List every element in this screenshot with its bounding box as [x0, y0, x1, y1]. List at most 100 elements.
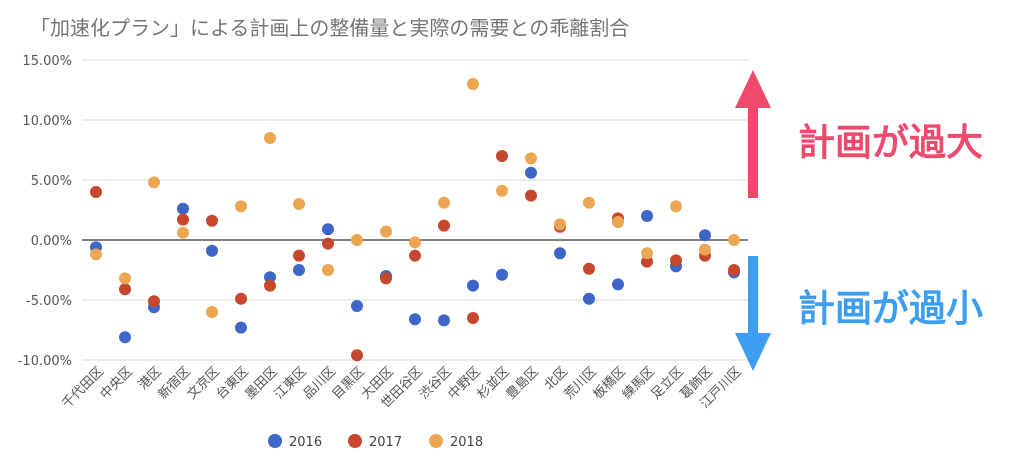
point-2018-世田谷区	[409, 236, 421, 249]
point-2016-新宿区	[177, 202, 189, 215]
point-2018-品川区	[322, 264, 334, 276]
point-2018-板橋区	[612, 216, 624, 228]
point-2016-渋谷区	[438, 314, 450, 327]
x-category-label: 中央区	[98, 364, 136, 402]
point-2016-墨田区	[264, 271, 276, 284]
point-2018-練馬区	[641, 247, 653, 260]
point-2018-台東区	[235, 200, 247, 213]
y-tick-label: -10.00%	[18, 354, 72, 369]
annotation-under: 計画が過小	[798, 287, 983, 330]
point-2017-世田谷区	[409, 249, 421, 262]
legend-label-2016: 2016	[289, 435, 322, 450]
point-2017-墨田区	[264, 279, 276, 292]
x-category-label: 千代田区	[59, 364, 106, 411]
point-2018-葛飾区	[699, 243, 711, 256]
arrow-up-head	[735, 70, 771, 108]
point-2016-練馬区	[641, 210, 653, 222]
y-tick-label: 10.00%	[22, 114, 72, 129]
point-2017-渋谷区	[438, 219, 450, 232]
point-2016-中央区	[119, 331, 131, 344]
legend-label-2018: 2018	[450, 435, 483, 450]
point-2018-千代田区	[90, 248, 102, 261]
arrow-down-shaft	[748, 256, 758, 336]
point-2017-豊島区	[525, 189, 537, 202]
point-2017-荒川区	[583, 262, 595, 275]
annotation-arrows	[735, 70, 771, 371]
point-2017-江東区	[293, 249, 305, 262]
point-2017-港区	[148, 295, 160, 308]
x-category-label: 渋谷区	[417, 364, 455, 402]
point-2018-目黒区	[351, 234, 363, 246]
point-2017-大田区	[380, 272, 392, 285]
point-2017-足立区	[670, 254, 682, 267]
point-2018-墨田区	[264, 132, 276, 144]
point-2017-文京区	[206, 214, 218, 227]
point-2016-品川区	[322, 223, 334, 236]
x-category-label: 品川区	[301, 364, 339, 402]
point-2016-目黒区	[351, 300, 363, 312]
x-category-label: 中野区	[446, 364, 484, 402]
point-2018-中央区	[119, 272, 131, 285]
y-tick-label: 5.00%	[31, 174, 72, 189]
x-category-label: 荒川区	[562, 364, 600, 402]
point-2017-品川区	[322, 237, 334, 250]
point-2018-中野区	[467, 78, 479, 90]
legend-marker-2018	[429, 434, 443, 448]
point-2017-江戸川区	[728, 264, 740, 276]
point-2016-文京区	[206, 244, 218, 257]
chart-title: 「加速化プラン」による計画上の整備量と実際の需要との乖離割合	[30, 16, 630, 40]
point-2017-新宿区	[177, 213, 189, 226]
point-2018-杉並区	[496, 184, 508, 197]
y-axis-ticks: 15.00% 10.00% 5.00% 0.00% -5.00% -10.00%	[18, 54, 72, 369]
x-category-label: 豊島区	[504, 364, 542, 402]
y-tick-label: 15.00%	[22, 54, 72, 69]
point-2017-練馬区	[641, 255, 653, 268]
arrow-up-shaft	[748, 106, 758, 198]
point-2017-中央区	[119, 283, 131, 296]
point-2016-北区	[554, 247, 566, 260]
y-tick-label: 0.00%	[31, 234, 72, 249]
point-2017-目黒区	[351, 349, 363, 362]
point-2016-豊島区	[525, 166, 537, 179]
data-points	[90, 78, 740, 362]
point-2016-江東区	[293, 264, 305, 276]
x-category-label: 杉並区	[475, 364, 513, 402]
legend-marker-2016	[268, 434, 282, 448]
point-2018-大田区	[380, 225, 392, 238]
point-2018-江戸川区	[728, 234, 740, 246]
point-2017-千代田区	[90, 186, 102, 198]
point-2017-中野区	[467, 312, 479, 324]
point-2018-文京区	[206, 306, 218, 318]
x-category-label: 目黒区	[330, 364, 368, 402]
point-2018-足立区	[670, 200, 682, 213]
x-category-label: 板橋区	[591, 364, 629, 402]
point-2018-北区	[554, 218, 566, 231]
point-2016-台東区	[235, 321, 247, 334]
point-2016-中野区	[467, 279, 479, 292]
point-2018-港区	[148, 176, 160, 189]
point-2016-杉並区	[496, 268, 508, 281]
arrow-down-head	[735, 333, 771, 371]
point-2016-板橋区	[612, 278, 624, 291]
point-2017-杉並区	[496, 150, 508, 162]
point-2018-新宿区	[177, 226, 189, 239]
x-category-label: 足立区	[649, 364, 687, 402]
point-2018-荒川区	[583, 196, 595, 209]
x-category-label: 文京区	[185, 364, 223, 402]
x-category-label: 台東区	[213, 364, 252, 403]
x-category-label: 練馬区	[620, 364, 658, 402]
legend: 2016 2017 2018	[268, 434, 483, 450]
point-2016-荒川区	[583, 292, 595, 305]
point-2017-台東区	[235, 292, 247, 305]
point-2018-江東区	[293, 198, 305, 210]
x-category-label: 江東区	[271, 364, 310, 403]
legend-label-2017: 2017	[369, 435, 402, 450]
point-2016-世田谷区	[409, 313, 421, 326]
point-2018-豊島区	[525, 152, 537, 165]
y-tick-label: -5.00%	[26, 294, 72, 309]
point-2018-渋谷区	[438, 196, 450, 209]
annotation-over: 計画が過大	[798, 121, 983, 164]
x-category-label: 新宿区	[155, 364, 194, 403]
